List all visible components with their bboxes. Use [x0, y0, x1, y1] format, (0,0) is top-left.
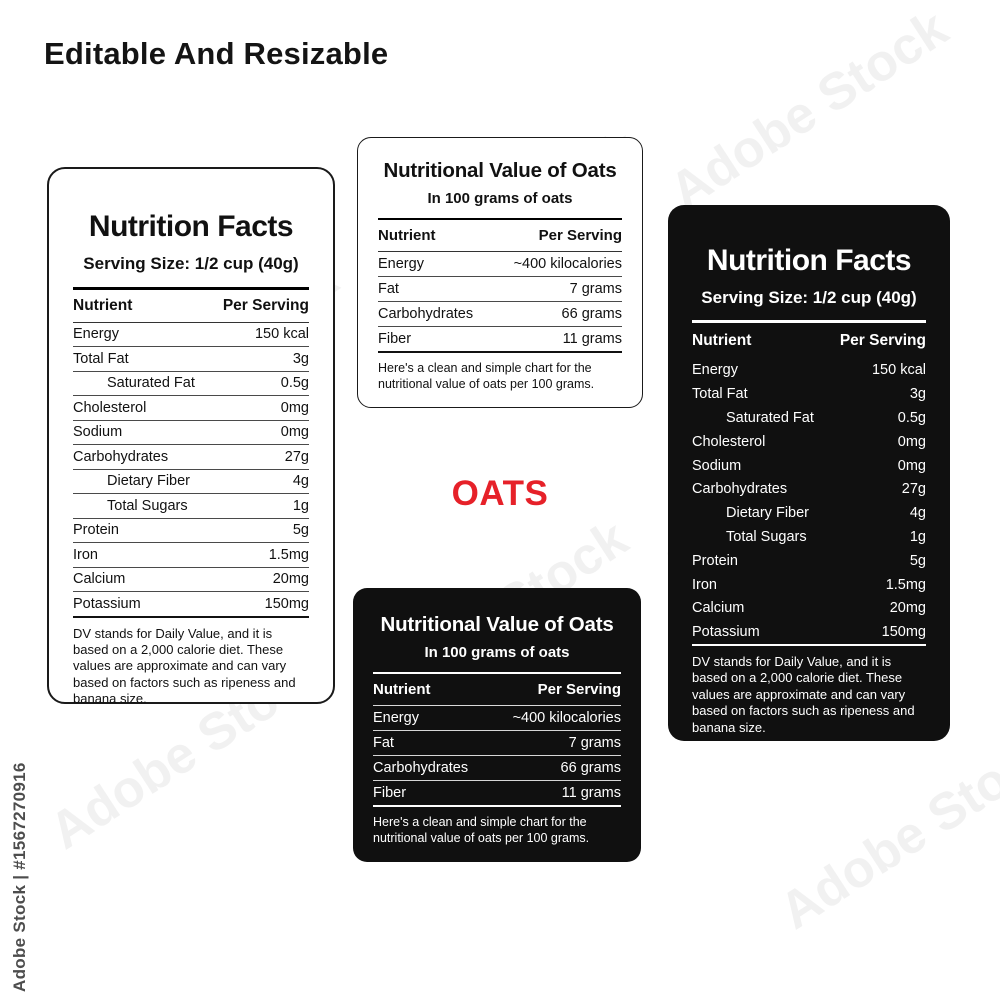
nutrient-row: Potassium 150mg [73, 595, 309, 612]
column-header-per-serving: Per Serving [222, 296, 309, 314]
column-header-nutrient: Nutrient [73, 296, 133, 314]
table-header: Nutrient Per Serving [692, 323, 926, 359]
adobe-stock-watermark-diagonal: Adobe Stock [659, 0, 958, 221]
adobe-stock-watermark-diagonal: Adobe Stock [769, 719, 1000, 941]
nutrient-row: Sodium 0mg [692, 457, 926, 474]
label-title: Nutritional Value of Oats [380, 613, 614, 636]
nutrient-row: Carbohydrates 27g [692, 481, 926, 498]
nutrient-row: Carbohydrates 66 grams [373, 756, 621, 781]
nutrition-facts-label-black: Nutrition Facts Serving Size: 1/2 cup (4… [668, 205, 950, 741]
nutrient-row: Total Fat 3g [73, 347, 309, 372]
label-title: Nutrition Facts [88, 210, 294, 243]
nutrient-row: Carbohydrates 66 grams [378, 302, 622, 327]
adobe-stock-watermark-vertical: Adobe Stock | #1567270916 [10, 762, 29, 992]
nutrient-row: Cholesterol 0mg [73, 396, 309, 421]
nutrient-row: Fat 7 grams [373, 731, 621, 756]
label-subtitle: In 100 grams of oats [424, 643, 570, 661]
nutrient-row: Iron 1.5mg [692, 576, 926, 593]
nutrient-row: Fat 7 grams [378, 277, 622, 302]
nutrient-row: Protein 5g [692, 552, 926, 569]
nutrient-row: Calcium 20mg [692, 600, 926, 617]
nutrient-row: Calcium 20mg [73, 568, 309, 592]
label-title: Nutrition Facts [706, 244, 912, 277]
nutrition-facts-label-white: Nutrition Facts Serving Size: 1/2 cup (4… [47, 167, 335, 706]
footnote: DV stands for Daily Value, and it is bas… [73, 625, 296, 707]
nutrient-row: Dietary Fiber 4g [73, 470, 309, 494]
table-header: Nutrient Per Serving [373, 674, 621, 706]
oats-value-label-white: Nutritional Value of Oats In 100 grams o… [357, 137, 643, 408]
label-subtitle: In 100 grams of oats [427, 189, 573, 207]
nutrient-row: Potassium 150mg [692, 624, 926, 641]
nutrient-table: Energy 150 kcal Total Fat 3g Saturated Fat… [692, 359, 926, 647]
footnote: Here's a clean and simple chart for the … [373, 814, 590, 845]
nutrient-row: Dietary Fiber 4g [726, 505, 926, 522]
column-header-per-serving: Per Serving [839, 331, 926, 349]
nutrient-row: Fiber 11 grams [373, 784, 621, 801]
nutrient-row: Protein 5g [73, 519, 309, 543]
oats-heading: OATS [451, 474, 549, 513]
nutrient-row: Iron 1.5mg [73, 543, 309, 568]
nutrient-row: Total Sugars 1g [726, 528, 926, 545]
column-header-nutrient: Nutrient [373, 680, 431, 698]
nutrient-row: Total Fat 3g [692, 386, 926, 403]
nutrient-row: Energy ~400 kilocalories [378, 252, 622, 277]
nutrient-row: Energy 150 kcal [692, 362, 926, 379]
nutrient-table: Energy ~400 kilocalories Fat 7 grams Carbo… [373, 706, 621, 807]
table-header: Nutrient Per Serving [378, 220, 622, 252]
table-header: Nutrient Per Serving [73, 290, 309, 323]
nutrient-row: Fiber 11 grams [378, 330, 622, 347]
divider [692, 319, 926, 323]
nutrient-row: Carbohydrates 27g [73, 445, 309, 470]
column-header-nutrient: Nutrient [378, 226, 436, 244]
nutrient-row: Total Sugars 1g [73, 494, 309, 519]
nutrient-table: Energy 150 kcal Total Fat 3g Saturated Fat… [73, 323, 309, 618]
column-header-nutrient: Nutrient [692, 331, 752, 349]
oats-value-label-black: Nutritional Value of Oats In 100 grams o… [353, 588, 641, 862]
nutrient-table: Energy ~400 kilocalories Fat 7 grams Carbo… [378, 252, 622, 353]
label-title: Nutritional Value of Oats [383, 159, 617, 182]
nutrient-row: Energy ~400 kilocalories [373, 706, 621, 731]
column-header-per-serving: Per Serving [538, 226, 622, 244]
footnote: Here's a clean and simple chart for the … [378, 360, 595, 391]
divider [373, 671, 621, 674]
divider [73, 286, 309, 290]
nutrient-row: Saturated Fat 0.5g [726, 409, 926, 426]
page-title: Editable And Resizable [44, 36, 389, 71]
serving-size: Serving Size: 1/2 cup (40g) [701, 287, 917, 307]
divider [378, 217, 622, 220]
nutrient-row: Saturated Fat 0.5g [73, 372, 309, 396]
nutrient-row: Cholesterol 0mg [692, 433, 926, 450]
nutrient-row: Energy 150 kcal [73, 323, 309, 347]
serving-size: Serving Size: 1/2 cup (40g) [83, 253, 299, 273]
column-header-per-serving: Per Serving [537, 680, 621, 698]
footnote: DV stands for Daily Value, and it is bas… [692, 654, 915, 735]
nutrient-row: Sodium 0mg [73, 421, 309, 445]
